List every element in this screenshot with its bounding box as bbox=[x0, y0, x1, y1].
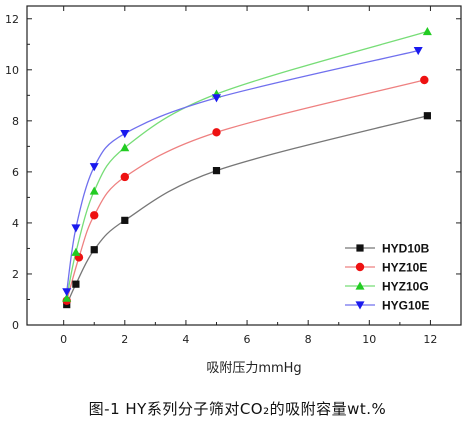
y-tick-label: 4 bbox=[12, 217, 19, 230]
data-point-hyg10e bbox=[71, 224, 81, 233]
data-point-hyz10e bbox=[420, 75, 429, 85]
y-tick-label: 0 bbox=[12, 319, 19, 332]
data-point-hyg10e bbox=[89, 163, 99, 172]
data-point-hyz10e bbox=[90, 211, 99, 220]
data-point-hyz10e bbox=[120, 172, 130, 182]
data-point-hyd10b bbox=[212, 167, 221, 175]
adsorption-chart: 0 2 4 6 8 10 12 0 2 4 6 8 10 12 HYD10B HYZ10E HYZ10G HYG… bbox=[5, 5, 462, 376]
axis-ticks: 0 2 4 6 8 10 12 0 2 4 6 8 10 12 bbox=[5, 6, 461, 346]
data-point-hyz10g bbox=[71, 247, 81, 256]
y-tick-label: 2 bbox=[12, 268, 19, 281]
figure-caption: 图-1 HY系列分子筛对CO₂的吸附容量wt.% bbox=[88, 400, 387, 418]
x-tick-label: 4 bbox=[182, 333, 189, 346]
legend-marker-hyd10b bbox=[356, 244, 364, 252]
x-tick-label: 2 bbox=[121, 333, 128, 346]
legend-label-hyz10e: HYZ10E bbox=[382, 261, 427, 275]
x-tick-label: 8 bbox=[305, 333, 312, 346]
data-point-hyz10g bbox=[89, 186, 99, 195]
legend-label-hyd10b: HYD10B bbox=[382, 242, 430, 256]
data-point-hyg10e bbox=[413, 47, 423, 56]
x-tick-label: 10 bbox=[362, 333, 376, 346]
legend: HYD10B HYZ10E HYZ10G HYG10E bbox=[345, 242, 430, 313]
x-tick-label: 6 bbox=[244, 333, 251, 346]
plot-border bbox=[26, 5, 462, 326]
data-point-hyd10b bbox=[90, 246, 98, 254]
data-point-hyz10g bbox=[62, 293, 72, 302]
legend-label-hyg10e: HYG10E bbox=[382, 299, 429, 313]
series-markers bbox=[62, 27, 432, 309]
series-line-hyd10b bbox=[66, 115, 428, 305]
data-point-hyz10e bbox=[212, 128, 221, 137]
data-point-hyg10e bbox=[62, 288, 72, 297]
y-tick-label: 6 bbox=[12, 166, 19, 179]
x-axis-label: 吸附压力mmHg bbox=[206, 361, 301, 376]
data-point-hyg10e bbox=[120, 130, 130, 139]
series-lines bbox=[66, 30, 428, 305]
data-point-hyz10g bbox=[120, 143, 130, 152]
x-tick-label: 0 bbox=[60, 333, 67, 346]
legend-marker-hyz10g bbox=[355, 281, 365, 290]
x-tick-label: 12 bbox=[423, 333, 437, 346]
series-line-hyg10e bbox=[66, 50, 419, 292]
data-point-hyg10e bbox=[211, 94, 221, 103]
data-point-hyd10b bbox=[423, 112, 431, 120]
legend-marker-hyg10e bbox=[355, 301, 365, 310]
data-point-hyd10b bbox=[121, 216, 129, 224]
data-point-hyz10g bbox=[422, 27, 432, 36]
y-tick-label: 8 bbox=[12, 115, 19, 128]
plot-frame bbox=[26, 5, 462, 326]
legend-marker-hyz10e bbox=[355, 262, 365, 272]
legend-label-hyz10g: HYZ10G bbox=[382, 280, 429, 294]
data-point-hyd10b bbox=[72, 280, 80, 288]
y-tick-label: 10 bbox=[5, 64, 19, 77]
y-tick-label: 12 bbox=[5, 13, 19, 26]
series-line-hyz10g bbox=[66, 30, 428, 299]
